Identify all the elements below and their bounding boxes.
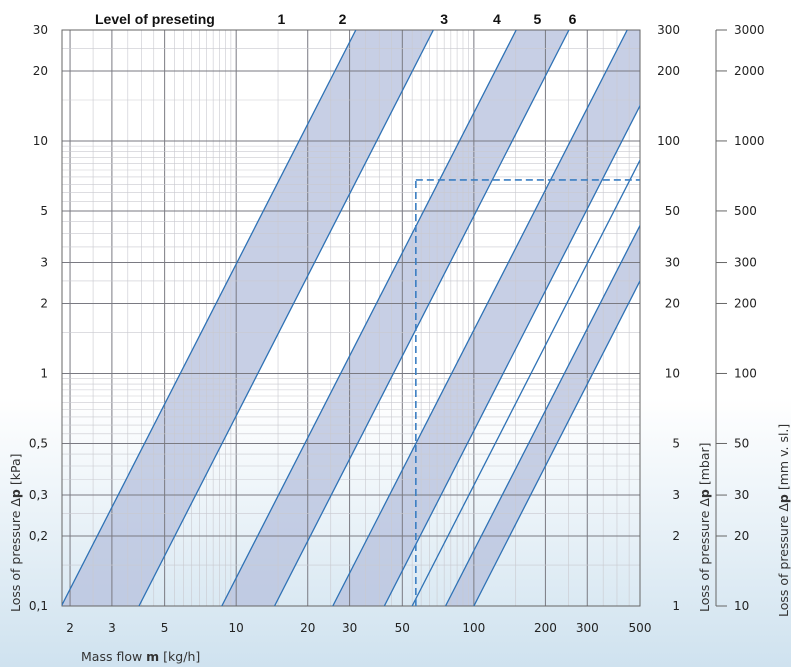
y-tick-label-kpa: 0,5: [29, 436, 48, 450]
y-tick-label-mm: 2000: [734, 64, 765, 78]
preset-line-4: [411, 158, 640, 606]
y-tick-label-kpa: 0,2: [29, 529, 48, 543]
y-tick-label-mbar: 30: [665, 256, 680, 270]
x-tick-label: 100: [462, 621, 485, 635]
y-tick-label-mm: 100: [734, 366, 757, 380]
y-tick-label-mm: 300: [734, 256, 757, 270]
preset-band: [221, 30, 569, 606]
x-tick-label: 3: [108, 621, 116, 635]
preset-line-1: [62, 30, 357, 606]
level-label-6: 6: [569, 11, 577, 27]
preset-lines: [62, 30, 640, 606]
y-tick-label-mbar: 300: [657, 23, 680, 37]
x-tick-label: 5: [161, 621, 169, 635]
example-reading: [415, 179, 640, 606]
level-label-4: 4: [493, 11, 501, 27]
y-tick-label-kpa: 3: [40, 256, 48, 270]
x-tick-label: 2: [66, 621, 74, 635]
y-tick-label-mm: 20: [734, 529, 749, 543]
y-tick-label-mm: 200: [734, 296, 757, 310]
y-tick-label-kpa: 2: [40, 296, 48, 310]
y-tick-label-mm: 10: [734, 599, 749, 613]
y-tick-label-mbar: 200: [657, 64, 680, 78]
grid: [61, 29, 641, 607]
y-tick-label-mm: 50: [734, 436, 749, 450]
x-tick-label: 10: [229, 621, 244, 635]
y-tick-label-mbar: 3: [672, 488, 680, 502]
level-label-2: 2: [339, 11, 347, 27]
x-tick-label: 500: [629, 621, 652, 635]
x-tick-label: 30: [342, 621, 357, 635]
level-labels: 1 2 3 4 5 6: [278, 11, 577, 27]
y-tick-label-mbar: 20: [665, 296, 680, 310]
y-tick-label-mbar: 2: [672, 529, 680, 543]
chart-title: Level of preseting: [95, 11, 215, 27]
y-tick-label-kpa: 20: [33, 64, 48, 78]
y-axis-title-kpa: Loss of pressure Δp [kPa]: [8, 454, 23, 613]
y-tick-label-kpa: 0,1: [29, 599, 48, 613]
y-tick-label-mbar: 10: [665, 366, 680, 380]
y-axis-title-mbar: Loss of pressure Δp [mbar]: [697, 442, 712, 612]
y-tick-label-mm: 500: [734, 204, 757, 218]
x-tick-label: 200: [534, 621, 557, 635]
x-tick-label: 300: [576, 621, 599, 635]
y-tick-label-kpa: 0,3: [29, 488, 48, 502]
y-tick-label-kpa: 10: [33, 134, 48, 148]
preset-band: [62, 30, 434, 606]
x-axis-title: Mass flow m [kg/h]: [81, 649, 200, 664]
y-tick-label-kpa: 5: [40, 204, 48, 218]
plot-frame: [61, 29, 641, 607]
preset-line-6: [473, 279, 640, 606]
x-tick-label: 20: [300, 621, 315, 635]
y-tick-label-mbar: 5: [672, 436, 680, 450]
y-tick-label-mbar: 50: [665, 204, 680, 218]
y-axis-title-mm: Loss of pressure Δp [mm v. sl.]: [776, 424, 791, 617]
y-tick-label-kpa: 30: [33, 23, 48, 37]
level-label-5: 5: [533, 11, 541, 27]
preset-line-2: [221, 30, 517, 606]
preset-line-aux-3: [273, 30, 570, 606]
preset-line-aux-5: [383, 104, 640, 606]
y-tick-label-mbar: 1: [672, 599, 680, 613]
preset-line-5: [444, 224, 640, 606]
preset-line-3: [332, 30, 628, 606]
y-tick-label-mm: 1000: [734, 134, 765, 148]
tick-labels: 2 3 5 10 20 30 50 100 200 300 500 0,1 0,2 0,3 0,5 1 2 3 5 1…: [29, 23, 765, 635]
preset-line-aux-1: [138, 30, 434, 606]
level-label-1: 1: [278, 11, 286, 27]
y-tick-label-mbar: 100: [657, 134, 680, 148]
x-tick-label: 50: [395, 621, 410, 635]
y-tick-label-kpa: 1: [40, 366, 48, 380]
preset-band: [332, 30, 640, 606]
y-tick-label-mm: 3000: [734, 23, 765, 37]
level-label-3: 3: [440, 11, 448, 27]
y-tick-label-mm: 30: [734, 488, 749, 502]
